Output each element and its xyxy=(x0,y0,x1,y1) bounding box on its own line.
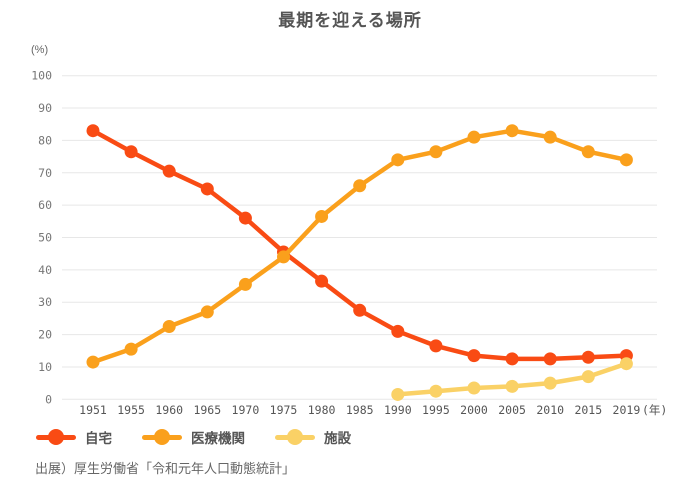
data-point xyxy=(467,130,481,144)
data-point xyxy=(315,209,329,223)
legend-item-facility: 施設 xyxy=(275,427,351,447)
x-tick-label: 2019 xyxy=(613,403,641,417)
data-point xyxy=(429,145,443,159)
plot-area: 0 10 20 30 40 50 60 70 80 90 100 1951 1955 1960 1965 19… xyxy=(31,69,667,417)
legend-item-home: 自宅 xyxy=(36,427,112,447)
data-point xyxy=(391,387,405,401)
data-point xyxy=(353,303,367,317)
data-point xyxy=(543,352,557,366)
data-point xyxy=(429,384,443,398)
data-point xyxy=(505,379,519,393)
legend-label-medical: 医療機関 xyxy=(191,431,245,446)
y-tick-label: 60 xyxy=(38,198,52,212)
x-tick-label: 1970 xyxy=(232,403,260,417)
data-point xyxy=(200,182,214,196)
y-tick-label: 80 xyxy=(38,133,52,147)
data-point xyxy=(467,381,481,395)
y-tick-label: 70 xyxy=(38,166,52,180)
data-point xyxy=(505,124,519,138)
x-tick-label: 2005 xyxy=(498,403,526,417)
legend: 自宅 医療機関 施設 xyxy=(36,427,351,447)
x-tick-label: 2015 xyxy=(574,403,602,417)
y-tick-label: 100 xyxy=(31,69,52,83)
x-tick-label: 1990 xyxy=(384,403,412,417)
data-point xyxy=(315,274,329,288)
x-tick-label: 2010 xyxy=(536,403,564,417)
data-point xyxy=(619,357,633,371)
y-tick-label: 90 xyxy=(38,101,52,115)
series-自宅 xyxy=(86,124,633,366)
data-point xyxy=(543,130,557,144)
x-tick-label: 1955 xyxy=(117,403,145,417)
data-point xyxy=(238,211,252,225)
y-tick-label: 40 xyxy=(38,263,52,277)
data-point xyxy=(124,145,138,159)
legend-marker-medical-icon xyxy=(142,429,182,445)
series-施設 xyxy=(391,357,633,401)
x-tick-label: 1995 xyxy=(422,403,450,417)
data-point xyxy=(543,376,557,390)
y-tick-label: 0 xyxy=(45,392,52,406)
data-point xyxy=(581,145,595,159)
data-point xyxy=(353,179,367,193)
y-tick-label: 20 xyxy=(38,328,52,342)
y-tick-label: 30 xyxy=(38,295,52,309)
legend-label-facility: 施設 xyxy=(324,431,351,446)
data-point xyxy=(391,153,405,167)
data-point xyxy=(86,355,100,369)
y-axis-unit-label: (%) xyxy=(31,44,49,56)
data-point xyxy=(467,349,481,363)
legend-marker-facility-icon xyxy=(275,429,315,445)
x-tick-label: 1975 xyxy=(270,403,298,417)
data-point xyxy=(581,370,595,384)
x-tick-label: 1960 xyxy=(155,403,183,417)
y-tick-label: 50 xyxy=(38,231,52,245)
x-tick-label: 1951 xyxy=(79,403,107,417)
data-point xyxy=(162,319,176,333)
legend-item-medical: 医療機関 xyxy=(142,427,245,447)
data-point xyxy=(86,124,100,138)
legend-label-home: 自宅 xyxy=(85,431,112,446)
data-point xyxy=(391,324,405,338)
data-point xyxy=(200,305,214,319)
legend-marker-home-icon xyxy=(36,429,76,445)
data-point xyxy=(162,164,176,178)
series-医療機関 xyxy=(86,124,633,369)
chart-title: 最期を迎える場所 xyxy=(278,11,422,30)
x-tick-label: 1965 xyxy=(193,403,221,417)
x-tick-label: 1985 xyxy=(346,403,374,417)
data-point xyxy=(429,339,443,353)
data-point xyxy=(124,342,138,356)
data-point xyxy=(238,277,252,291)
data-point xyxy=(277,250,290,264)
data-point xyxy=(619,153,633,167)
data-point xyxy=(581,350,595,364)
x-tick-label: 2000 xyxy=(460,403,488,417)
data-point xyxy=(505,352,519,366)
y-tick-label: 10 xyxy=(38,360,52,374)
x-tick-label: 1980 xyxy=(308,403,336,417)
x-axis-unit-label: (年) xyxy=(642,403,667,417)
source-note: 出展）厚生労働省「令和元年人口動態統計」 xyxy=(35,461,296,476)
